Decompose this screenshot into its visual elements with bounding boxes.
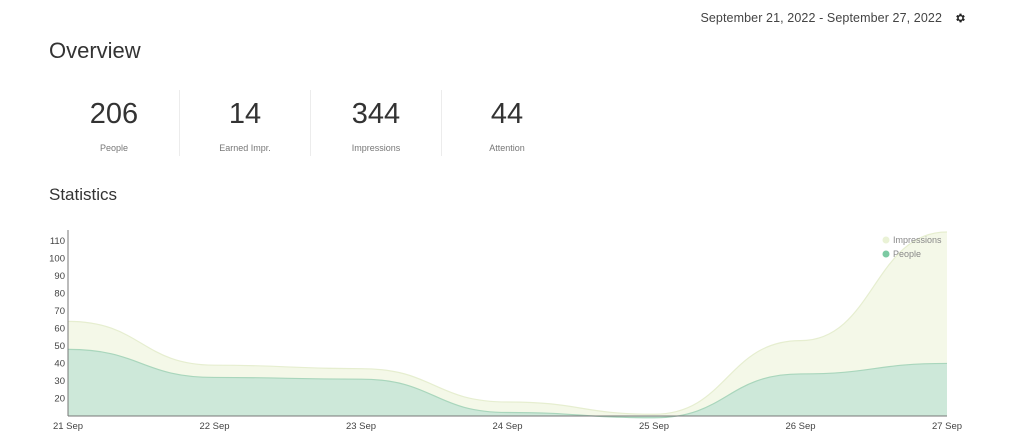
date-range-label[interactable]: September 21, 2022 - September 27, 2022 <box>700 11 942 25</box>
stat-people-value: 206 <box>89 98 139 130</box>
x-tick-label: 26 Sep <box>785 421 815 432</box>
legend-swatch-impressions <box>882 236 890 244</box>
stat-attention: 44 Attention <box>442 90 572 156</box>
gear-icon[interactable] <box>954 12 966 24</box>
y-tick-label: 100 <box>49 253 65 264</box>
stat-impressions-value: 344 <box>351 98 401 130</box>
gear-icon-svg <box>956 13 965 23</box>
legend-label-impressions[interactable]: Impressions <box>893 235 942 245</box>
y-tick-label: 60 <box>54 323 65 334</box>
y-tick-label: 40 <box>54 358 65 369</box>
series-line-impressions <box>67 231 948 415</box>
y-tick-label: 70 <box>54 306 65 317</box>
x-tick-label: 22 Sep <box>199 421 229 432</box>
y-tick-label: 110 <box>50 236 65 247</box>
stat-earned-impressions: 14 Earned Impr. <box>180 90 311 156</box>
stat-impressions-label: Impressions <box>351 143 401 153</box>
x-tick-label: 25 Sep <box>639 421 669 432</box>
y-tick-label: 90 <box>54 271 65 282</box>
legend-label-people[interactable]: People <box>893 249 921 259</box>
stat-attention-label: Attention <box>489 143 525 153</box>
series-area-people <box>68 349 947 418</box>
x-tick-label: 24 Sep <box>492 421 522 432</box>
statistics-title: Statistics <box>49 185 118 204</box>
series-area-impressions <box>68 232 947 416</box>
x-tick-label: 23 Sep <box>346 421 376 432</box>
y-tick-label: 80 <box>54 288 65 299</box>
stat-people-label: People <box>99 143 129 153</box>
overview-title: Overview <box>49 38 141 63</box>
y-tick-label: 50 <box>54 341 65 352</box>
stat-earned-impressions-value: 14 <box>228 98 262 130</box>
x-tick-label: 27 Sep <box>932 421 962 432</box>
y-tick-label: 20 <box>54 393 65 404</box>
stats-row: 206 People 14 Earned Impr. 344 Impressio… <box>49 90 572 156</box>
legend-swatch-people <box>882 250 890 258</box>
stat-impressions: 344 Impressions <box>311 90 442 156</box>
y-tick-label: 30 <box>54 376 65 387</box>
x-tick-label: 21 Sep <box>53 421 83 432</box>
series-line-people <box>67 348 948 419</box>
top-bar: September 21, 2022 - September 27, 2022 <box>700 11 966 25</box>
stat-earned-impressions-label: Earned Impr. <box>219 143 271 153</box>
stat-people: 206 People <box>49 90 180 156</box>
stat-attention-value: 44 <box>490 98 524 130</box>
